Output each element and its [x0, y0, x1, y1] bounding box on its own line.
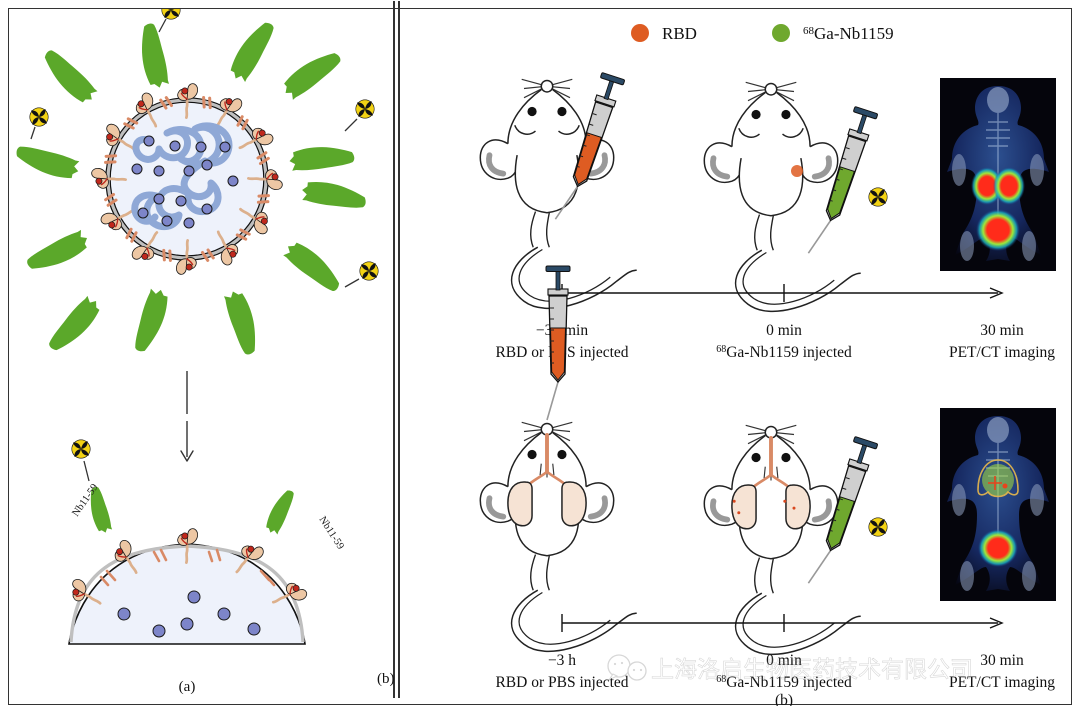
svg-text:−3 h: −3 h: [548, 652, 576, 669]
svg-text:0 min: 0 min: [766, 322, 802, 339]
svg-text:上海洛启生物医药技术有限公司: 上海洛启生物医药技术有限公司: [651, 656, 973, 682]
svg-text:PET/CT imaging: PET/CT imaging: [949, 344, 1055, 361]
svg-text:Nb11-59: Nb11-59: [316, 515, 345, 552]
svg-text:68Ga-Nb1159: 68Ga-Nb1159: [803, 24, 894, 43]
svg-text:(b): (b): [775, 692, 793, 706]
svg-text:RBD: RBD: [662, 24, 697, 43]
svg-text:RBD or PBS injected: RBD or PBS injected: [495, 674, 628, 691]
svg-text:(a): (a): [179, 679, 196, 695]
svg-text:30 min: 30 min: [980, 322, 1024, 339]
svg-text:68Ga-Nb1159 injected: 68Ga-Nb1159 injected: [716, 344, 852, 361]
svg-text:30 min: 30 min: [980, 652, 1024, 669]
